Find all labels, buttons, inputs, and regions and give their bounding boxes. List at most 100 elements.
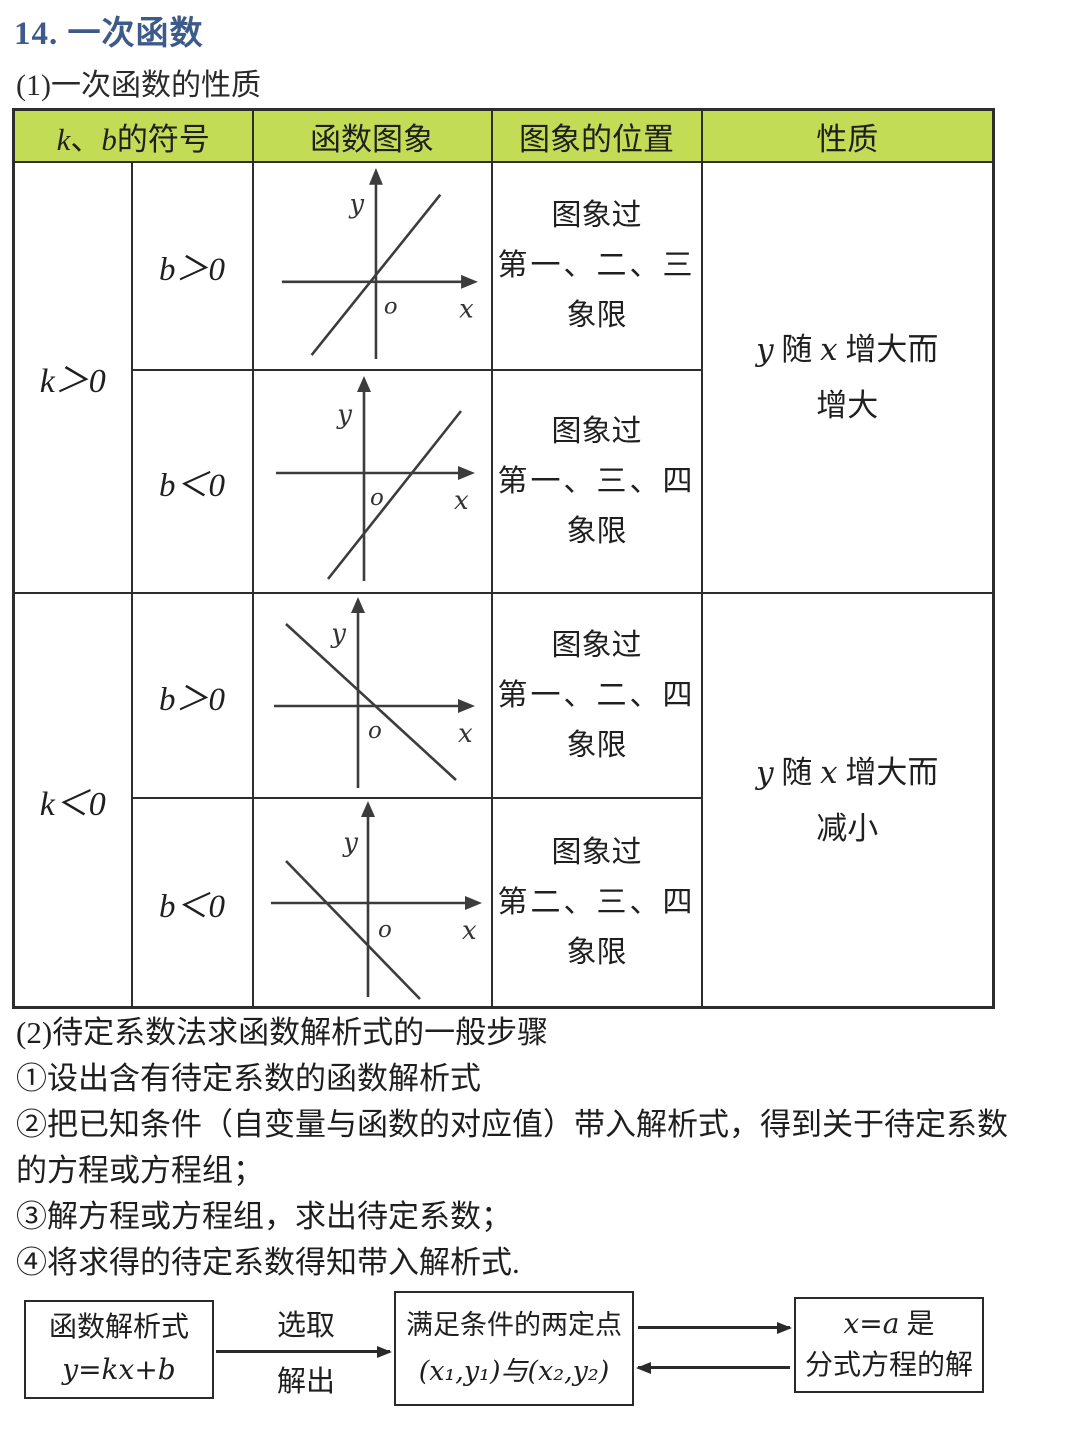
flowchart-box-solution: x=a 是 分式方程的解 xyxy=(794,1297,984,1393)
cell-graph-k-pos-b-neg: y x o xyxy=(251,369,493,594)
graph-k-neg-b-pos: y x o xyxy=(274,597,475,788)
axis-label-x: x xyxy=(454,486,469,516)
page-title: 14. 一次函数 xyxy=(14,16,204,52)
property-text: 随 xyxy=(773,332,821,367)
header-kb-sign: k、b的符号 xyxy=(12,108,254,163)
var-k: k xyxy=(56,121,71,157)
table-row: b＜0 y x o 图象过 第二、三、四 象限 xyxy=(14,797,994,1009)
axis-label-y: y xyxy=(330,619,346,649)
position-line: 图象过 xyxy=(551,835,642,869)
cell-k-positive: k＞0 xyxy=(12,161,133,594)
flowchart-box1-formula: y=kx+b xyxy=(26,1352,212,1386)
y-axis-arrowhead-icon xyxy=(351,597,365,613)
property-text: 增大而 xyxy=(837,332,939,367)
table-row: b＜0 y x o 图象过 第一、三、四 象限 xyxy=(14,369,994,594)
graph-k-neg-b-neg: y x o xyxy=(271,801,482,1000)
position-line: 象限 xyxy=(566,514,627,548)
var-x: x xyxy=(820,332,838,368)
formula-x-a: x=a xyxy=(843,1307,900,1341)
table-row: k＞0 b＞0 y x o 图象过 第一、二、三 象限 y 随 x 增大而 增大 xyxy=(12,161,995,594)
cell-graph-k-neg-b-pos: y x o xyxy=(251,592,493,799)
graph-k-pos-b-neg: y x o xyxy=(276,376,475,581)
step-2: ②把已知条件（自变量与函数的对应值）带入解析式，得到关于待定系数 的方程或方程组… xyxy=(16,1107,1008,1188)
header-function-graph: 函数图象 xyxy=(251,108,493,163)
table-header-row: k、b的符号 函数图象 图象的位置 性质 xyxy=(12,108,995,163)
position-line: 象限 xyxy=(566,299,627,332)
cell-graph-k-neg-b-neg: y x o xyxy=(251,797,493,1009)
position-line: 象限 xyxy=(566,728,627,762)
flowchart-box2-line1: 满足条件的两定点 xyxy=(406,1309,622,1340)
table-row: k＜0 b＞0 y x o 图象过 第一、二、四 象限 y 随 x 增大而 减小 xyxy=(12,592,995,1009)
header-graph-position: 图象的位置 xyxy=(490,108,703,163)
origin-label: o xyxy=(384,293,398,319)
cell-position-3: 图象过 第一、二、四 象限 xyxy=(490,592,703,799)
position-line: 图象过 xyxy=(551,199,642,232)
function-line xyxy=(285,860,421,1000)
property-line2: 增大 xyxy=(816,388,879,423)
graph-k-pos-b-pos: y x o xyxy=(281,167,478,359)
flowchart-box3-line1: x=a 是 xyxy=(796,1309,982,1340)
x-axis-arrowhead-icon xyxy=(458,466,475,480)
property-text: 增大而 xyxy=(837,754,939,790)
cell-position-1: 图象过 第一、二、三 象限 xyxy=(490,161,703,371)
flowchart-box-function-expression: 函数解析式 y=kx+b xyxy=(24,1300,214,1399)
cell-b-positive-2: b＞0 xyxy=(130,592,254,799)
function-line xyxy=(285,623,457,781)
section1-heading: (1)一次函数的性质 xyxy=(16,69,261,102)
flowchart-arrow-label-select: 选取 xyxy=(276,1310,335,1342)
flowchart-box3-line2: 分式方程的解 xyxy=(804,1349,973,1381)
property-text: 随 xyxy=(773,754,821,790)
cell-graph-k-pos-b-pos: y x o xyxy=(251,161,493,371)
flowchart-box1-line1: 函数解析式 xyxy=(48,1312,189,1344)
var-y: y xyxy=(756,332,774,368)
axis-label-x: x xyxy=(459,294,474,324)
separator: 、 xyxy=(70,121,102,157)
flowchart-arrow-label-solve: 解出 xyxy=(276,1366,335,1398)
axis-label-y: y xyxy=(336,400,352,430)
y-axis-arrowhead-icon xyxy=(361,801,375,817)
step-3: ③解方程或方程组，求出待定系数； xyxy=(16,1199,512,1234)
cell-b-negative-2: b＜0 xyxy=(130,797,254,1009)
formula-y-kx-b: y=kx+b xyxy=(62,1352,176,1386)
cell-property-increase: y 随 x 增大而 增大 xyxy=(700,161,995,594)
var-y: y xyxy=(756,754,774,791)
axis-label-y: y xyxy=(349,189,365,219)
step-4: ④将求得的待定系数得知带入解析式. xyxy=(16,1245,520,1280)
property-line1: y 随 x 增大而 xyxy=(703,322,993,378)
cell-property-decrease: y 随 x 增大而 减小 xyxy=(700,592,995,1009)
axis-label-x: x xyxy=(458,719,473,749)
origin-label: o xyxy=(368,718,382,744)
position-line: 图象过 xyxy=(551,414,642,448)
flowchart-box2-points: (x₁,y₁)与(x₂,y₂) xyxy=(396,1356,632,1387)
function-line xyxy=(310,193,442,356)
y-axis-arrowhead-icon xyxy=(369,167,383,185)
x-axis-arrowhead-icon xyxy=(458,699,475,713)
position-quadrants: 第二、三、四 xyxy=(497,885,696,919)
position-quadrants: 第一、二、三 xyxy=(497,249,696,282)
cell-b-positive-1: b＞0 xyxy=(130,161,254,371)
axis-label-y: y xyxy=(342,828,358,858)
var-b: b xyxy=(101,121,117,157)
property-line1: y 随 x 增大而 xyxy=(703,745,993,801)
position-line: 象限 xyxy=(566,935,627,969)
flowchart-arrow-right-1 xyxy=(216,1345,392,1358)
position-line: 图象过 xyxy=(551,628,642,662)
section2: (2)待定系数法求函数解析式的一般步骤 ①设出含有待定系数的函数解析式 ②把已知… xyxy=(16,1010,1072,1286)
cell-b-negative-1: b＜0 xyxy=(130,369,254,594)
section2-heading: (2)待定系数法求函数解析式的一般步骤 xyxy=(16,1015,549,1050)
header-property: 性质 xyxy=(700,108,995,163)
flowchart-box3-suffix: 是 xyxy=(899,1309,935,1341)
flowchart-box-two-points: 满足条件的两定点 (x₁,y₁)与(x₂,y₂) xyxy=(394,1291,634,1406)
function-line xyxy=(326,410,463,580)
step-1: ①设出含有待定系数的函数解析式 xyxy=(16,1061,481,1096)
position-quadrants: 第一、二、四 xyxy=(497,678,696,712)
linear-function-properties-table: k、b的符号 函数图象 图象的位置 性质 k＞0 b＞0 y x o 图象过 第… xyxy=(12,108,995,1009)
property-line2: 减小 xyxy=(816,810,879,846)
origin-label: o xyxy=(370,485,384,511)
origin-label: o xyxy=(378,917,392,943)
cell-position-4: 图象过 第二、三、四 象限 xyxy=(490,797,703,1009)
axis-label-x: x xyxy=(462,916,477,946)
cell-position-2: 图象过 第一、三、四 象限 xyxy=(490,369,703,594)
x-axis-arrowhead-icon xyxy=(465,896,482,910)
var-x: x xyxy=(820,754,838,791)
